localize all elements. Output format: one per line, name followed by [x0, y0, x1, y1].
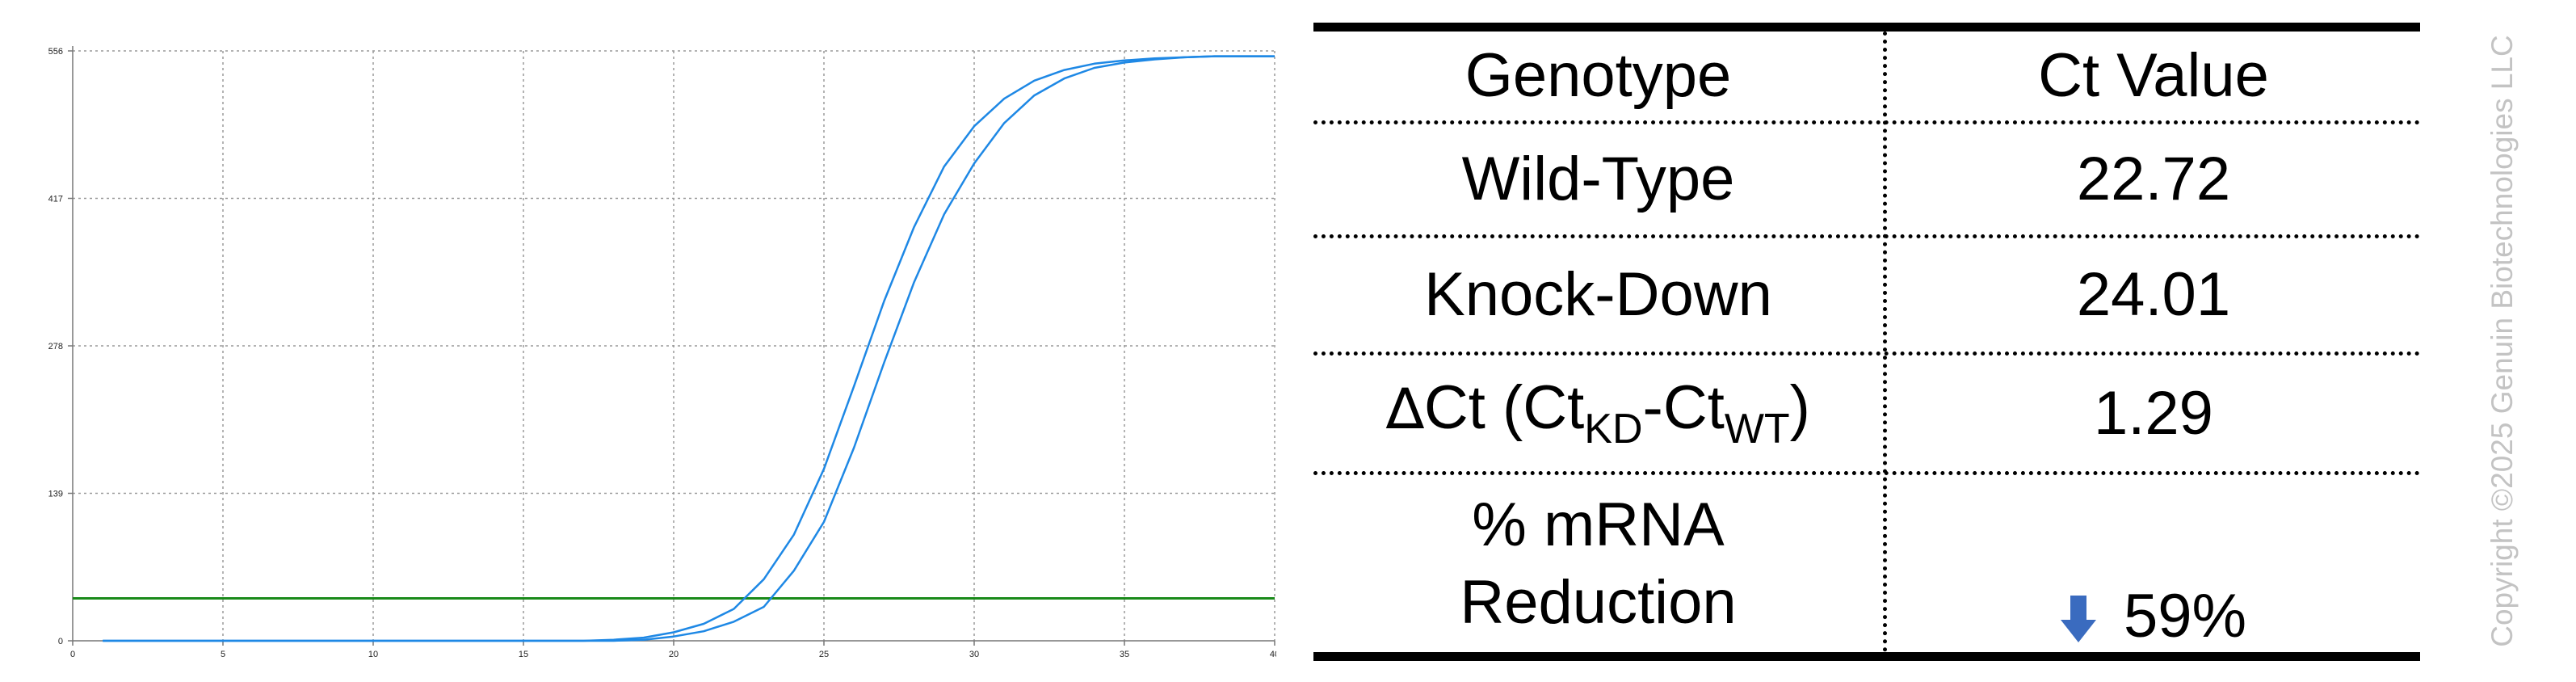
delta-symbol: ∆: [1386, 375, 1424, 442]
y-tick-label: 139: [48, 490, 63, 499]
copyright-watermark: Copyright ©2025 Genuin Biotechnologies L…: [2486, 35, 2519, 647]
delta-ct-sub-wt: WT: [1724, 405, 1790, 453]
amplification-curve-2: [103, 55, 1275, 642]
header-ct-value: Ct Value: [2038, 41, 2269, 110]
table-bottom-rule: [1313, 652, 2420, 661]
reduction-label-line1: % mRNA: [1472, 490, 1725, 559]
row-value-reduction: 59%: [1887, 475, 2420, 652]
down-arrow-icon: [2060, 596, 2096, 642]
header-genotype: Genotype: [1464, 41, 1732, 110]
chart-tick-labels: 0 5 10 15 20 25 30 35 40 0 139 278 417 556: [48, 47, 1276, 659]
table-column-divider: [1883, 32, 1887, 652]
y-tick-label: 278: [48, 342, 63, 352]
delta-ct-close: ): [1789, 373, 1810, 442]
x-tick-label: 25: [819, 650, 829, 659]
x-tick-label: 20: [669, 650, 679, 659]
row-label-knock-down: Knock-Down: [1424, 260, 1772, 329]
delta-ct-dash: -Ct: [1642, 373, 1725, 442]
table-row-divider: [1313, 234, 2420, 238]
amplification-curve-1: [103, 55, 1275, 642]
x-tick-label: 15: [519, 650, 528, 659]
x-tick-label: 40: [1270, 650, 1276, 659]
row-label-wild-type: Wild-Type: [1461, 145, 1735, 213]
reduction-label-line2: Reduction: [1460, 567, 1737, 637]
chart-series: [103, 55, 1275, 642]
amplification-chart: 0 5 10 15 20 25 30 35 40 0 139 278 417 556: [48, 46, 1276, 659]
y-tick-label: 0: [58, 637, 63, 646]
table-row-divider: [1313, 352, 2420, 356]
y-tick-label: 556: [48, 47, 63, 57]
row-value-delta-ct: 1.29: [2094, 378, 2213, 448]
row-label-reduction: % mRNA Reduction: [1313, 475, 1883, 652]
x-tick-label: 10: [368, 650, 378, 659]
chart-grid: [73, 50, 1275, 641]
x-tick-label: 30: [969, 650, 979, 659]
reduction-value: 59%: [2123, 582, 2247, 650]
row-value-knock-down: 24.01: [2076, 260, 2231, 329]
table-top-rule: [1313, 23, 2420, 32]
x-tick-label: 35: [1120, 650, 1129, 659]
x-tick-label: 5: [221, 650, 225, 659]
delta-ct-sub-kd: KD: [1584, 405, 1643, 453]
x-tick-label: 0: [70, 650, 75, 659]
table-row-divider: [1313, 120, 2420, 124]
table-row-divider: [1313, 471, 2420, 475]
results-table: Genotype Ct Value Wild-Type 22.72 Knock-…: [1313, 23, 2420, 661]
y-tick-label: 417: [48, 195, 63, 204]
row-label-delta-ct: ∆Ct (CtKD-CtWT): [1313, 356, 1883, 471]
row-value-wild-type: 22.72: [2076, 145, 2231, 213]
delta-ct-prefix: Ct (Ct: [1423, 373, 1585, 442]
